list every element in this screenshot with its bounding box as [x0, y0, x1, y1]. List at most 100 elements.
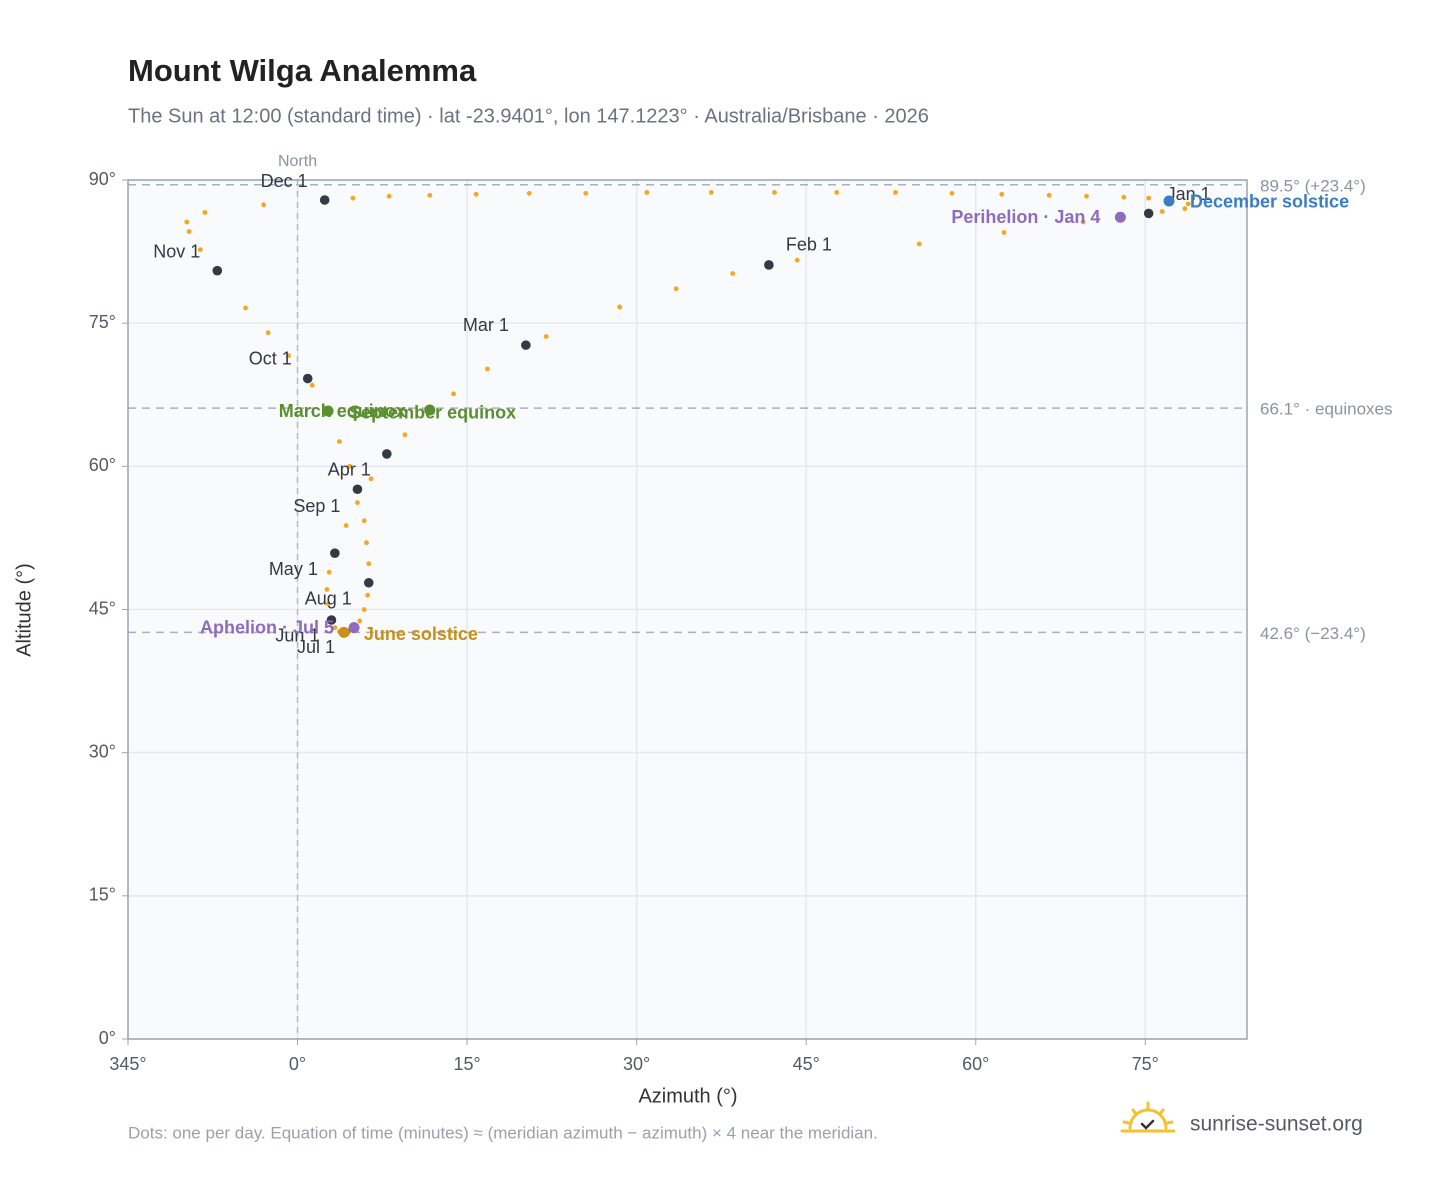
- event-label: September equinox: [349, 403, 516, 423]
- event-marker: [424, 404, 436, 416]
- brand: sunrise-sunset.org: [1190, 1113, 1363, 1136]
- day-dot: [286, 353, 291, 359]
- day-dot: [893, 190, 898, 195]
- day-dot: [365, 592, 371, 598]
- y-axis-label: Altitude (°): [13, 563, 35, 657]
- day-dot: [644, 190, 650, 195]
- month-marker: [330, 548, 340, 558]
- day-dot: [366, 561, 372, 567]
- day-dot: [949, 190, 955, 196]
- event-marker: [338, 626, 350, 638]
- day-dot: [343, 523, 349, 528]
- x-axis-label: Azimuth (°): [638, 1085, 737, 1107]
- day-dot: [361, 607, 367, 612]
- event-label: Aphelion · Jul 5: [200, 617, 334, 637]
- day-dot: [324, 587, 330, 592]
- x-tick-label: 30°: [623, 1054, 650, 1074]
- footnote: Dots: one per day. Equation of time (min…: [128, 1123, 878, 1142]
- month-marker: [1143, 208, 1154, 219]
- event-marker: [348, 622, 360, 634]
- month-label: Oct 1: [249, 348, 292, 368]
- meridian-label: North: [278, 153, 317, 170]
- day-dot: [999, 191, 1005, 197]
- month-marker: [382, 449, 392, 459]
- day-dot: [261, 202, 267, 208]
- day-dot: [1046, 192, 1052, 198]
- day-dot: [1182, 206, 1188, 212]
- month-marker: [521, 340, 531, 350]
- plot-border: [127, 179, 1248, 1040]
- day-dot: [265, 330, 271, 336]
- day-dot: [1084, 193, 1089, 199]
- day-dot: [368, 476, 374, 482]
- reference-label: 66.1° · equinoxes: [1260, 400, 1393, 419]
- event-label: Perihelion · Jan 4: [951, 207, 1100, 227]
- reference-label: 89.5° (+23.4°): [1260, 176, 1366, 195]
- day-dot: [485, 366, 490, 372]
- month-marker: [319, 195, 330, 205]
- day-dot: [473, 191, 479, 197]
- event-label: June solstice: [364, 624, 478, 644]
- day-dot: [184, 219, 190, 225]
- day-dot: [402, 432, 408, 438]
- day-dot: [197, 247, 203, 253]
- day-dot: [673, 286, 679, 292]
- day-dot: [1146, 195, 1152, 201]
- day-dot: [1121, 194, 1127, 200]
- day-dot: [1185, 201, 1191, 207]
- day-dot: [326, 569, 332, 575]
- month-label: May 1: [269, 559, 318, 579]
- x-tick-label: 75°: [1132, 1054, 1159, 1074]
- day-dot: [202, 210, 208, 215]
- event-marker: [1163, 195, 1175, 207]
- day-dot: [730, 271, 736, 276]
- day-dot: [1159, 209, 1165, 214]
- reference-label: 42.6° (−23.4°): [1260, 624, 1366, 643]
- month-label: Jan 1: [1167, 184, 1211, 204]
- chart-title: Mount Wilga Analemma: [128, 53, 477, 88]
- event-label: December solstice: [1190, 192, 1349, 212]
- day-dot: [350, 195, 356, 201]
- day-dot: [916, 241, 922, 247]
- x-tick-label: 0°: [289, 1054, 306, 1074]
- month-label: Apr 1: [328, 460, 371, 480]
- month-marker: [363, 577, 374, 588]
- day-dot: [243, 305, 248, 311]
- y-tick-label: 0°: [99, 1028, 116, 1048]
- event-label: March equinox: [279, 401, 406, 421]
- month-marker: [764, 260, 774, 270]
- day-dot: [364, 540, 369, 546]
- day-dot: [427, 192, 433, 198]
- month-marker: [302, 373, 313, 384]
- y-tick-label: 15°: [89, 885, 116, 905]
- day-dot: [583, 190, 589, 196]
- month-label: Sep 1: [293, 496, 340, 516]
- day-dot: [186, 229, 192, 234]
- day-dot: [355, 500, 360, 506]
- day-dot: [357, 618, 363, 624]
- month-label: Jun 1: [275, 626, 319, 646]
- day-dot: [347, 463, 352, 469]
- day-dot: [617, 304, 623, 310]
- day-dot: [834, 190, 840, 195]
- brand-logo: [1120, 1101, 1176, 1133]
- y-tick-label: 45°: [89, 598, 116, 618]
- y-tick-label: 90°: [89, 169, 116, 189]
- y-tick-label: 75°: [89, 312, 116, 332]
- day-dot: [1080, 219, 1086, 225]
- day-dot: [526, 190, 532, 196]
- month-label: Nov 1: [153, 241, 200, 261]
- day-dot: [708, 190, 714, 195]
- day-dot: [325, 601, 331, 607]
- day-dot: [794, 257, 800, 263]
- day-dot: [361, 518, 367, 524]
- y-tick-label: 60°: [89, 455, 116, 475]
- month-marker: [212, 265, 223, 276]
- day-dot: [309, 382, 315, 388]
- day-dot: [386, 193, 392, 199]
- x-tick-label: 60°: [962, 1054, 989, 1074]
- month-label: Mar 1: [463, 315, 509, 335]
- month-label: Feb 1: [786, 235, 832, 255]
- day-dot: [543, 334, 549, 339]
- month-marker: [352, 484, 363, 495]
